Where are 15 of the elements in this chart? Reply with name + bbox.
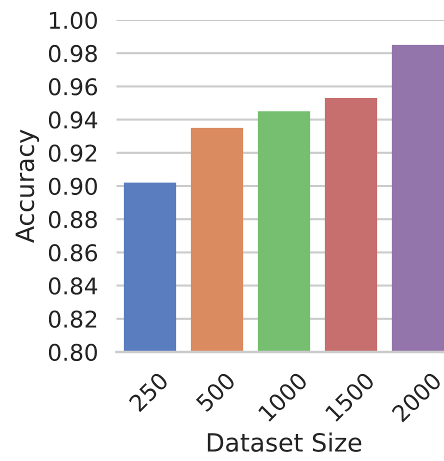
y-tick-label: 0.90 [48, 178, 97, 196]
y-tick-label: 0.94 [48, 111, 98, 129]
x-tick-label: 250 [128, 371, 170, 412]
y-tick-label: 0.80 [48, 344, 97, 362]
y-tick-label: 0.92 [48, 144, 96, 162]
y-tick-label: 0.96 [48, 78, 97, 96]
y-tick-label: 0.82 [48, 310, 96, 328]
y-tick-label: 0.86 [48, 244, 97, 262]
y-tick-label: 1.00 [50, 12, 97, 30]
y-axis-title: Accuracy [16, 130, 40, 243]
y-tick-label: 0.88 [48, 210, 97, 228]
x-tick-label: 500 [195, 371, 236, 412]
x-axis-title: Dataset Size [208, 432, 362, 452]
y-tick-label: 0.98 [48, 44, 97, 62]
y-tick-label: 0.84 [48, 277, 98, 295]
